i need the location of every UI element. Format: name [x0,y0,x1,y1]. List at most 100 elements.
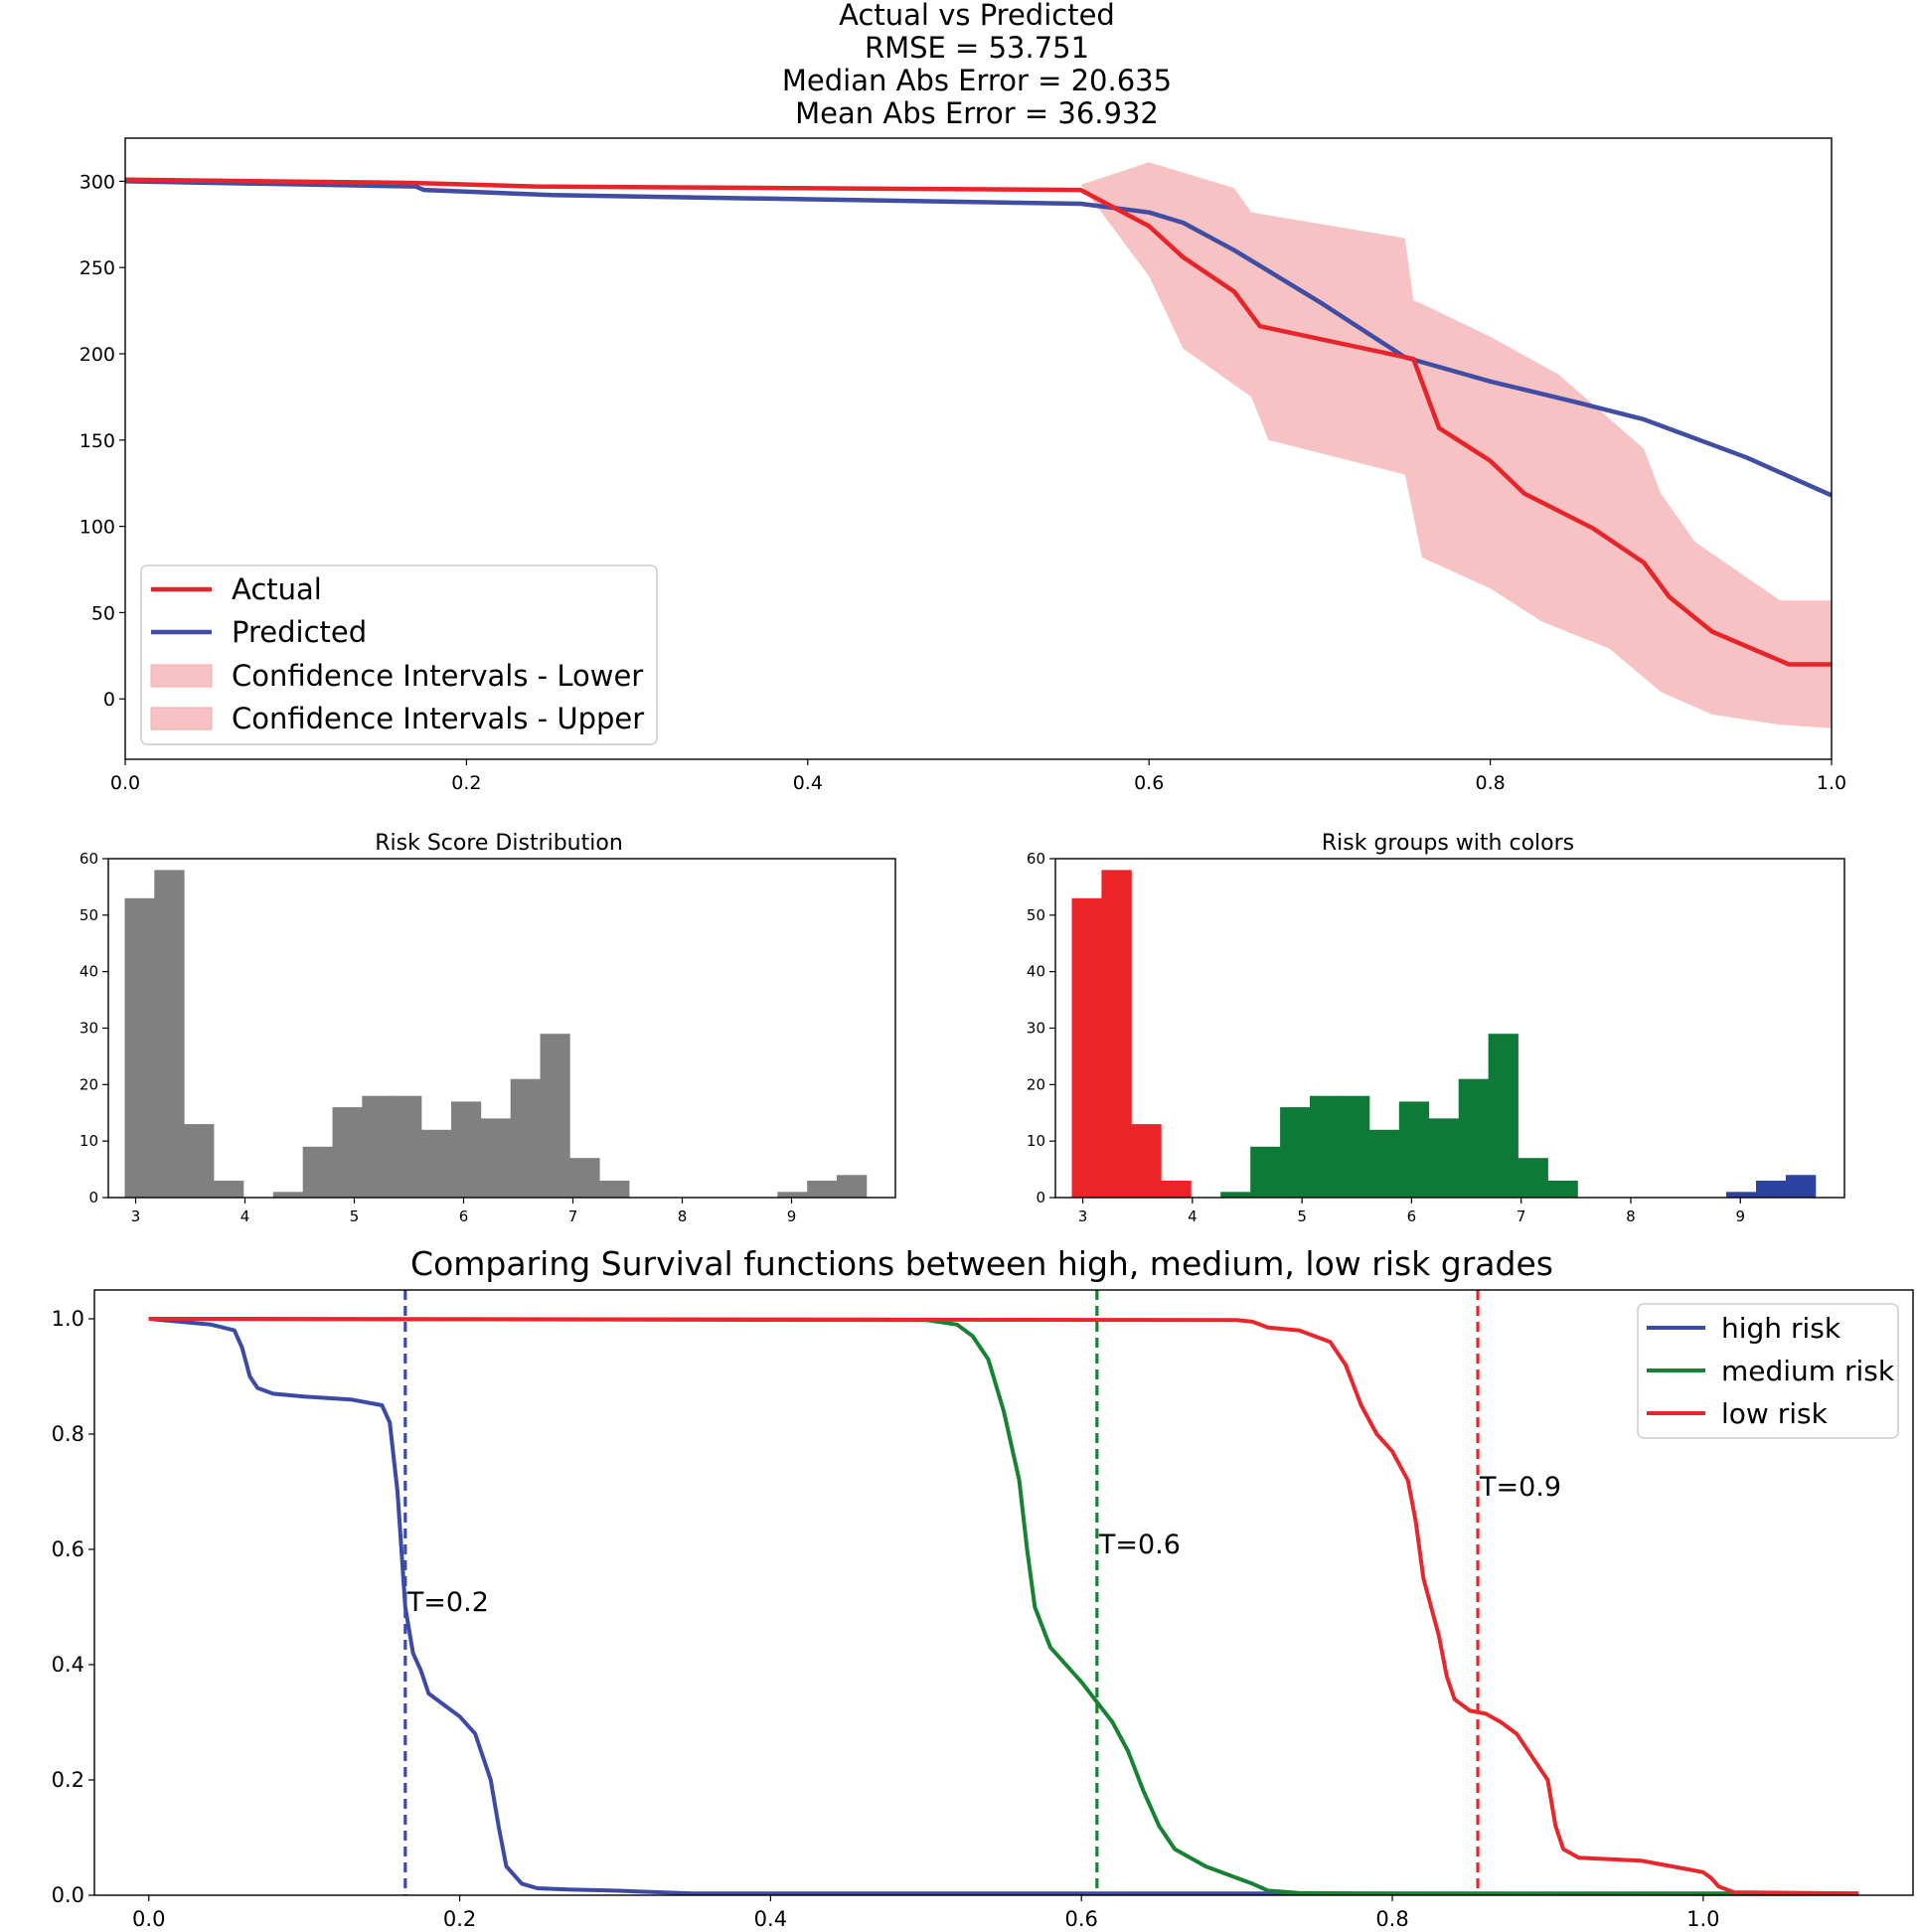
chart1-x-tick-label: 0.8 [1475,772,1505,794]
chart3-bar [1101,870,1132,1198]
confidence-interval-band [125,162,1832,728]
chart4-y-tick-label: 0.8 [52,1422,84,1446]
legend-low-risk-label: low risk [1721,1397,1829,1430]
chart2-y-tick-label: 50 [80,906,98,924]
chart1-y-tick-label: 200 [80,344,115,366]
chart1-mean-abs-error: Mean Abs Error = 36.932 [795,96,1159,130]
chart4-x-tick-label: 0.0 [132,1907,165,1931]
chart1-plot-area: 0.0 0.2 0.4 0.6 0.8 1.0 0 50 100 150 200 250 300 [80,137,1846,794]
chart3-bar [1220,1192,1251,1198]
chart2-bar [154,870,185,1198]
chart2-y-tick-label: 10 [80,1132,98,1150]
chart3-bar [1161,1181,1192,1198]
chart2-x-tick-label: 9 [787,1208,797,1225]
legend-medium-risk-label: medium risk [1721,1355,1895,1387]
chart4-x-tick-label: 0.2 [443,1907,476,1931]
chart2-x-tick-label: 8 [678,1208,688,1225]
actual-line [124,177,1832,667]
legend-actual-label: Actual [232,572,322,606]
chart3-bar [1398,1101,1430,1198]
chart4-x-tick-label: 0.4 [754,1907,787,1931]
chart2-x-tick-label: 3 [131,1208,141,1225]
high-risk-survival-line [148,1317,1859,1896]
chart4-y-tick-label: 0.6 [52,1537,84,1561]
chart3-x-tick-label: 9 [1735,1208,1745,1225]
chart1-y-tick-label: 0 [103,689,115,711]
chart2-bar [451,1101,482,1198]
chart2-bar [569,1158,600,1198]
chart4-y-tick-label: 0.0 [52,1883,84,1907]
chart2-bar [421,1129,452,1198]
chart4-plot-area: T=0.2 T=0.6 T=0.9 0.0 0.2 0.4 0.6 0.8 1.0 0.0 0.2 0… [52,1289,1914,1931]
legend-high-risk-label: high risk [1721,1312,1841,1345]
legend-ci-upper-label: Confidence Intervals - Upper [232,702,644,735]
chart1-y-tick-label: 250 [80,257,115,279]
low-risk-threshold-label: T=0.9 [1479,1472,1561,1503]
chart3-bar [1368,1129,1400,1198]
chart2-y-tick-label: 30 [80,1020,98,1038]
legend-ci-upper-swatch [150,707,213,730]
chart2-bar [332,1107,363,1198]
chart1-legend-box [140,564,658,745]
chart3-y-tick-label: 0 [1036,1189,1045,1207]
chart3-bar [1428,1118,1460,1198]
chart2-bar [837,1175,868,1198]
chart3-x-tick-label: 8 [1626,1208,1636,1225]
chart4-x-tick-label: 1.0 [1686,1907,1719,1931]
chart2-bar [362,1095,393,1198]
chart4-legend-box [1637,1303,1899,1439]
chart1-title: Actual vs Predicted [839,0,1115,32]
chart1-x-tick-label: 0.0 [110,772,140,794]
chart3-bar [1340,1095,1370,1198]
chart3-x-tick-label: 6 [1407,1208,1417,1225]
chart2-bar [510,1078,541,1198]
chart1-y-tick-label: 150 [80,430,115,452]
chart2-bar [599,1181,630,1198]
chart1-rmse: RMSE = 53.751 [865,31,1089,65]
chart3-bar [1547,1181,1578,1198]
chart2-bar [124,897,155,1198]
chart3-y-tick-label: 30 [1027,1020,1045,1038]
chart2-bar [480,1118,512,1198]
medium-risk-threshold-label: T=0.6 [1098,1530,1181,1560]
chart2-plot-area: 3 4 5 6 7 8 9 0 10 20 30 40 50 60 [80,850,896,1225]
chart3-plot-area: 3 4 5 6 7 8 9 0 10 20 30 40 50 60 [1027,850,1845,1225]
chart2-x-tick-label: 6 [459,1208,469,1225]
chart3-bar [1726,1192,1757,1198]
chart2-bar [214,1181,244,1198]
chart2-y-tick-label: 40 [80,963,98,981]
chart1-y-tick-label: 100 [80,517,115,539]
chart4-x-tick-label: 0.8 [1375,1907,1408,1931]
chart4-title: Comparing Survival functions between hig… [410,1244,1553,1283]
chart3-bar [1756,1181,1787,1198]
medium-risk-survival-line [148,1317,1859,1896]
chart1-x-tick-label: 1.0 [1817,772,1846,794]
chart3-bar [1250,1146,1281,1198]
chart2-x-tick-label: 4 [240,1208,250,1225]
risk-score-distribution-chart: Risk Score Distribution 3 4 5 6 7 8 9 0 10 20 30 40… [80,831,896,1225]
chart3-x-tick-label: 7 [1517,1208,1526,1225]
chart3-bar [1310,1095,1341,1198]
chart3-y-tick-label: 50 [1027,906,1045,924]
chart2-bar [184,1124,215,1198]
chart2-y-tick-label: 20 [80,1075,98,1093]
chart1-axes-frame [124,137,1833,760]
low-risk-survival-line [148,1317,1859,1896]
chart3-y-tick-label: 40 [1027,963,1045,981]
chart4-x-tick-label: 0.6 [1065,1907,1098,1931]
chart4-y-tick-label: 0.4 [52,1653,84,1677]
chart1-x-tick-label: 0.6 [1134,772,1164,794]
chart3-bar [1518,1158,1548,1198]
chart3-x-tick-label: 5 [1297,1208,1307,1225]
chart2-bar [272,1192,304,1198]
legend-predicted-label: Predicted [232,615,367,649]
chart3-x-tick-label: 3 [1078,1208,1088,1225]
chart2-bar [302,1146,333,1198]
chart3-bar [1785,1175,1817,1198]
chart1-legend: Actual Predicted Confidence Intervals - Lo… [140,564,658,745]
chart3-bar [1280,1107,1311,1198]
chart2-bar [777,1192,808,1198]
chart2-title: Risk Score Distribution [375,831,623,856]
chart4-y-tick-label: 0.2 [52,1768,84,1792]
